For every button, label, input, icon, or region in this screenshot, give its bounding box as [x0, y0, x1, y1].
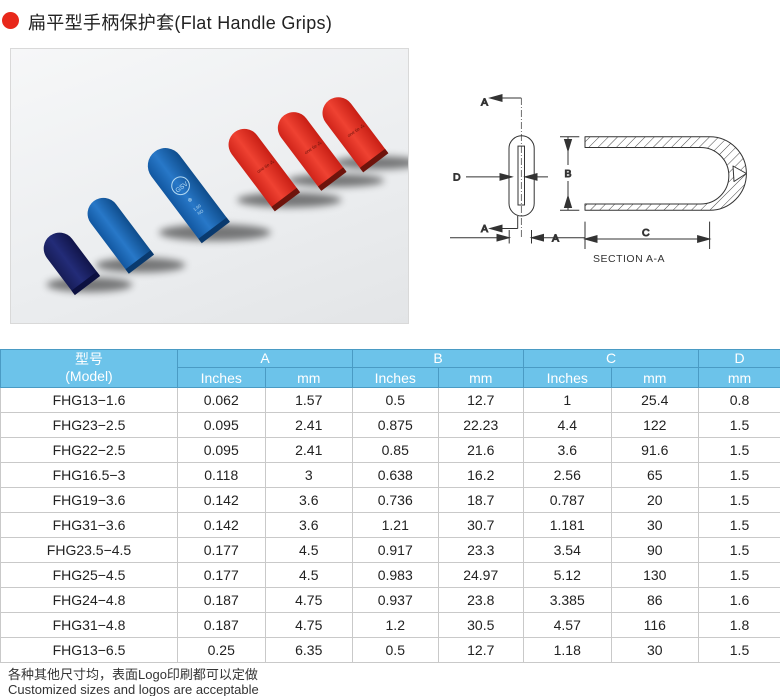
- svg-text:A: A: [481, 223, 488, 235]
- svg-text:D: D: [453, 172, 461, 184]
- svg-text:C: C: [642, 227, 650, 239]
- svg-text:A: A: [552, 233, 559, 245]
- svg-text:SECTION A-A: SECTION A-A: [593, 253, 665, 265]
- svg-text:A: A: [481, 97, 488, 109]
- svg-text:B: B: [565, 168, 572, 180]
